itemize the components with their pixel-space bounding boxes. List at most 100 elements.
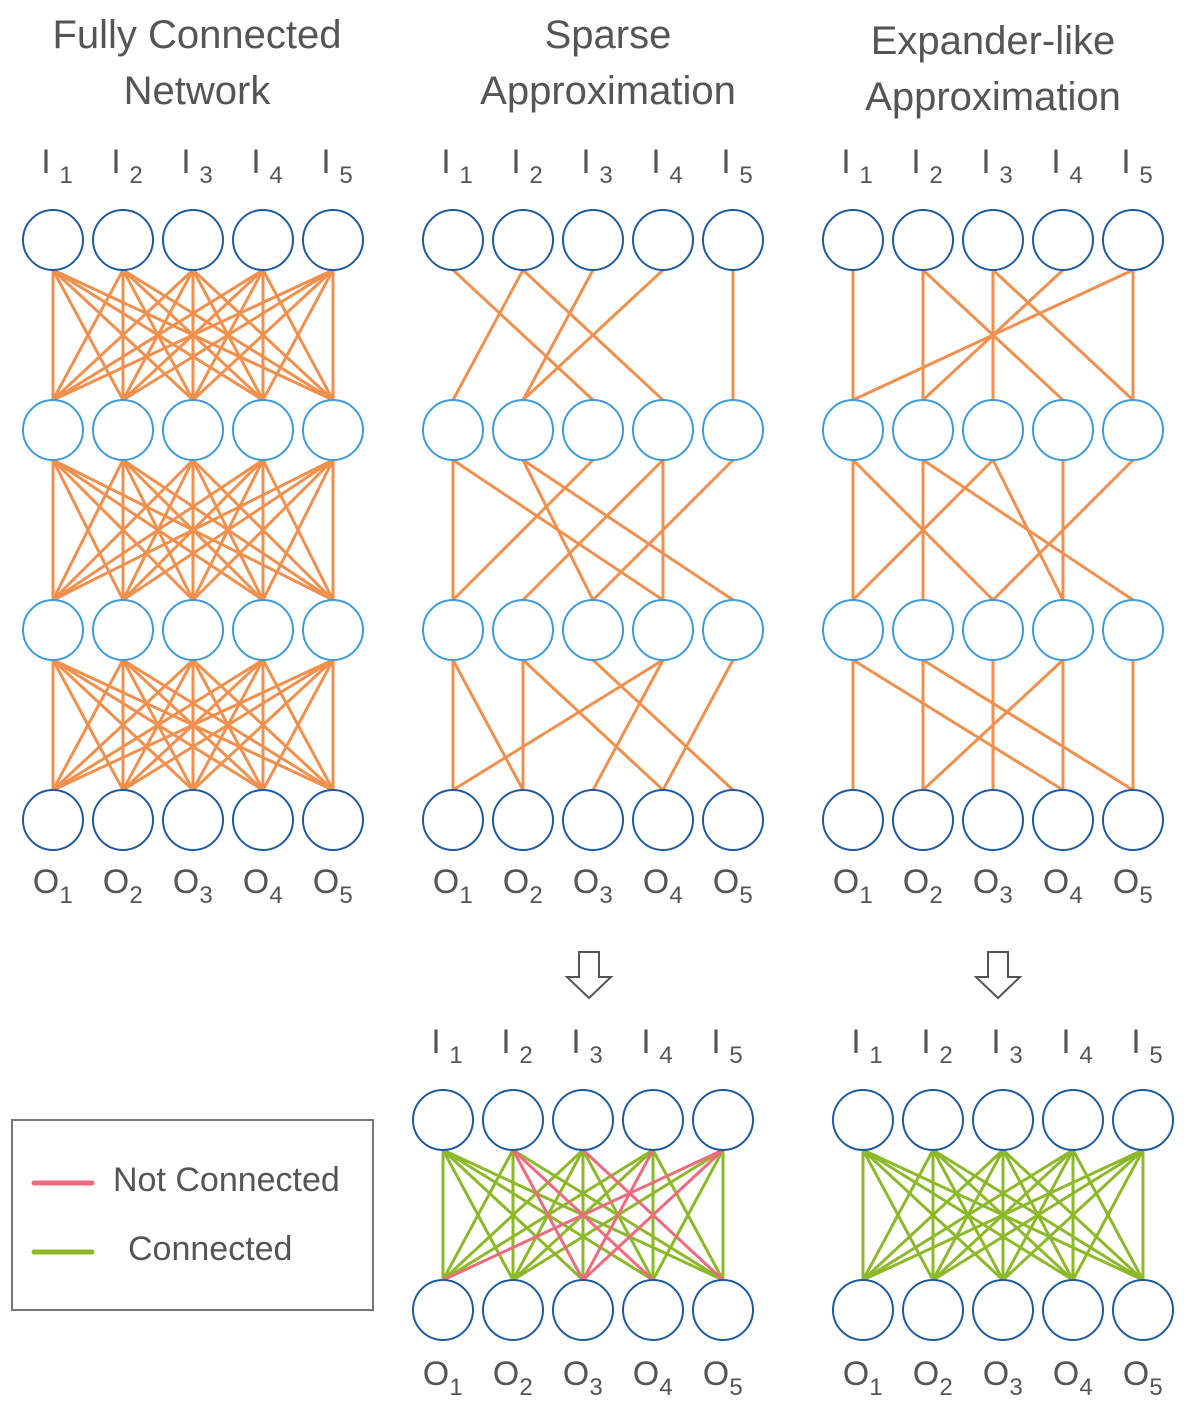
full-edge [261,268,335,402]
sparse-row1-node-4 [632,209,694,271]
full-input-label-3: I [181,143,190,181]
full-edge [51,268,335,402]
full-edge [51,268,265,402]
sparse-row4-node-2 [492,789,554,851]
expander-output-label-5: O [1113,863,1139,901]
full-output-label-index-4: 4 [269,882,282,909]
sparse-summary-output-node-1 [412,1279,474,1341]
sparse-row4-node-1 [422,789,484,851]
sparse-summary-input-label-index-2: 2 [519,1042,532,1069]
sparse-summary-edge-connected [441,1148,515,1282]
title-expander: Expander-like Approximation [865,19,1121,119]
sparse-output-label-4: O [643,863,669,901]
sparse-summary-edge-connected [651,1148,725,1282]
title-expander-line2: Approximation [865,75,1121,119]
sparse-row3-node-3 [562,599,624,661]
sparse-edge [451,458,595,602]
down-arrow-expander [973,951,1023,1000]
legend-label-connected: Connected [128,1230,292,1268]
expander-input-label-5: I [1121,143,1130,181]
full-row1-node-5 [302,209,364,271]
sparse-row3-node-2 [492,599,554,661]
sparse-edge [521,658,665,792]
expander-input-label-4: I [1051,143,1060,181]
sparse-edge [591,658,665,792]
sparse-summary-edge-not-connected [441,1148,725,1282]
expander-edge [991,458,1135,602]
sparse-edge [521,268,595,402]
sparse-output-label-2: O [503,863,529,901]
sparse-output-label-5: O [713,863,739,901]
expander-summary-input-label-index-5: 5 [1149,1042,1162,1069]
sparse-row2-node-5 [702,399,764,461]
sparse-edge [451,268,595,402]
full-edge [51,658,195,792]
sparse-edge [521,458,735,602]
full-output-label-index-3: 3 [199,882,212,909]
expander-output-label-index-4: 4 [1069,882,1082,909]
full-row3-node-1 [22,599,84,661]
full-edge [51,268,195,402]
sparse-edge [451,658,665,792]
down-arrow-sparse [564,951,614,1000]
labels-layer: I 1 I 2 I 3 I 4 I 5O 1 O 2 O 3 O 4 O 5I 1 I 2 I 3 I 4 I 5O 1 O 2 O 3 O 4 O 5… [33,143,1163,1401]
full-input-label-index-4: 4 [269,162,282,189]
full-input-label-index-1: 1 [59,162,72,189]
expander-summary-output-label-3: O [983,1355,1009,1393]
expander-summary-edge-connected [861,1148,935,1282]
sparse-output-label-index-2: 2 [529,882,542,909]
sparse-summary-input-label-3: I [571,1023,580,1061]
full-row3-node-5 [302,599,364,661]
expander-input-label-index-5: 5 [1139,162,1152,189]
full-row2-node-2 [92,399,154,461]
sparse-edge [591,658,735,792]
legend-label-not-connected: Not Connected [113,1161,340,1199]
full-output-label-4: O [243,863,269,901]
sparse-summary-output-node-5 [692,1279,754,1341]
sparse-input-label-1: I [441,143,450,181]
full-input-label-5: I [321,143,330,181]
expander-input-label-index-1: 1 [859,162,872,189]
expander-summary-output-label-index-3: 3 [1009,1374,1022,1401]
full-edge [51,458,125,602]
full-output-label-2: O [103,863,129,901]
expander-summary-edge-connected [861,1148,1005,1282]
full-output-label-index-1: 1 [59,882,72,909]
sparse-input-label-2: I [511,143,520,181]
expander-edge [921,658,1135,792]
full-row1-node-4 [232,209,294,271]
sparse-output-label-1: O [433,863,459,901]
expander-summary-input-label-1: I [851,1023,860,1061]
expander-row1-node-3 [962,209,1024,271]
sparse-edge [591,458,735,602]
sparse-summary-input-label-index-1: 1 [449,1042,462,1069]
sparse-row4-node-4 [632,789,694,851]
sparse-summary-input-node-4 [622,1089,684,1151]
expander-summary-input-label-4: I [1061,1023,1070,1061]
full-row4-node-2 [92,789,154,851]
expander-input-label-3: I [981,143,990,181]
sparse-summary-output-label-index-3: 3 [589,1374,602,1401]
full-output-label-index-5: 5 [339,882,352,909]
expander-summary-output-label-index-2: 2 [939,1374,952,1401]
full-row1-node-3 [162,209,224,271]
expander-output-label-index-3: 3 [999,882,1012,909]
expander-input-label-index-2: 2 [929,162,942,189]
full-input-label-index-5: 5 [339,162,352,189]
sparse-edge [521,268,665,402]
full-row2-node-1 [22,399,84,461]
expander-summary-output-node-2 [902,1279,964,1341]
expander-summary-input-label-3: I [991,1023,1000,1061]
title-full-line2: Network [124,69,272,113]
sparse-summary-output-label-4: O [633,1355,659,1393]
expander-output-label-index-2: 2 [929,882,942,909]
sparse-input-label-4: I [651,143,660,181]
expander-summary-output-node-1 [832,1279,894,1341]
expander-summary-input-label-2: I [921,1023,930,1061]
sparse-row3-node-5 [702,599,764,661]
full-edge [51,268,125,402]
expander-input-label-index-4: 4 [1069,162,1082,189]
sparse-summary-input-node-3 [552,1089,614,1151]
full-row2-node-5 [302,399,364,461]
